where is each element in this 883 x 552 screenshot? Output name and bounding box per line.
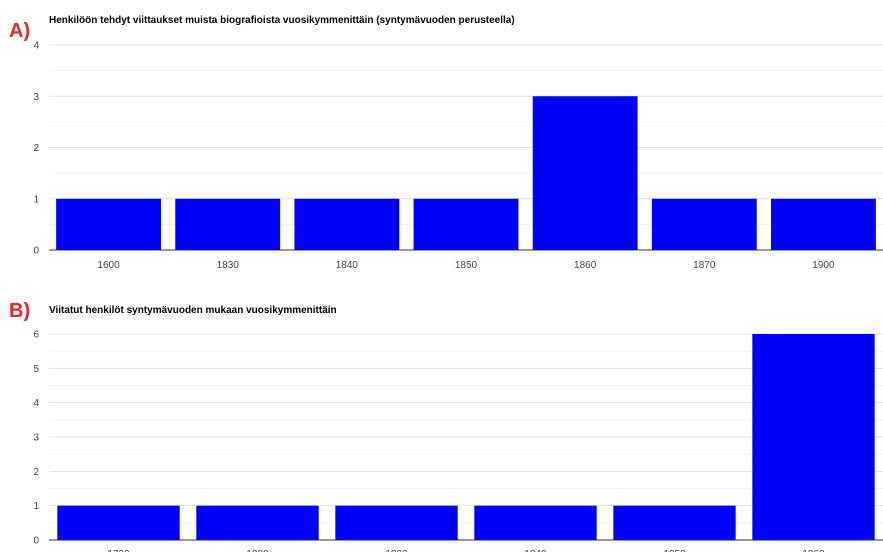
bar	[196, 505, 319, 540]
x-tick-label: 1830	[385, 549, 408, 552]
chart-title-a: Henkilöön tehdyt viittaukset muista biog…	[49, 15, 515, 26]
y-tick-label: 6	[33, 330, 39, 341]
bar	[413, 198, 519, 250]
x-tick-label: 1870	[693, 260, 716, 271]
x-tick-label: 1600	[97, 260, 120, 271]
y-tick-label: 4	[33, 398, 39, 409]
panel-label-b: B)	[9, 300, 31, 322]
bar	[56, 198, 161, 250]
x-tick-label: 1840	[336, 260, 359, 271]
y-tick-label: 1	[33, 501, 39, 512]
bar	[335, 505, 458, 540]
x-tick-label: 1850	[663, 549, 686, 552]
y-tick-label: 0	[33, 246, 39, 257]
bar	[474, 505, 597, 540]
y-tick-label: 0	[33, 536, 39, 547]
bar-chart-b: 0 1 2 3 4 5 6 1790 1820 1830 1840 1850 1860	[33, 330, 883, 552]
bar	[613, 505, 736, 540]
x-tick-label: 1790	[107, 549, 130, 552]
bar	[771, 198, 876, 250]
y-tick-label: 3	[33, 433, 39, 444]
bar	[651, 198, 757, 250]
y-tick-label: 5	[33, 364, 39, 375]
y-tick-label: 3	[33, 92, 39, 103]
x-tick-label: 1860	[574, 260, 597, 271]
y-tick-label: 2	[33, 143, 39, 154]
chart-title-b: Viitatut henkilöt syntymävuoden mukaan v…	[49, 305, 337, 316]
bar	[532, 96, 638, 250]
x-tick-label: 1840	[524, 549, 547, 552]
x-tick-label: 1860	[802, 549, 825, 552]
x-tick-label: 1850	[455, 260, 478, 271]
x-tick-label: 1830	[217, 260, 240, 271]
y-tick-label: 4	[33, 41, 39, 52]
x-tick-label: 1900	[812, 260, 835, 271]
bar	[294, 198, 400, 250]
bar	[752, 334, 875, 540]
y-tick-label: 2	[33, 467, 39, 478]
x-tick-label: 1820	[246, 549, 269, 552]
bar	[57, 505, 180, 540]
panel-label-a: A)	[9, 20, 31, 42]
bar-chart-a: 0 1 2 3 4 1600 1830 1840 1850 1860 1870 1900	[33, 41, 883, 271]
bar	[175, 198, 281, 250]
y-tick-label: 1	[33, 194, 39, 205]
